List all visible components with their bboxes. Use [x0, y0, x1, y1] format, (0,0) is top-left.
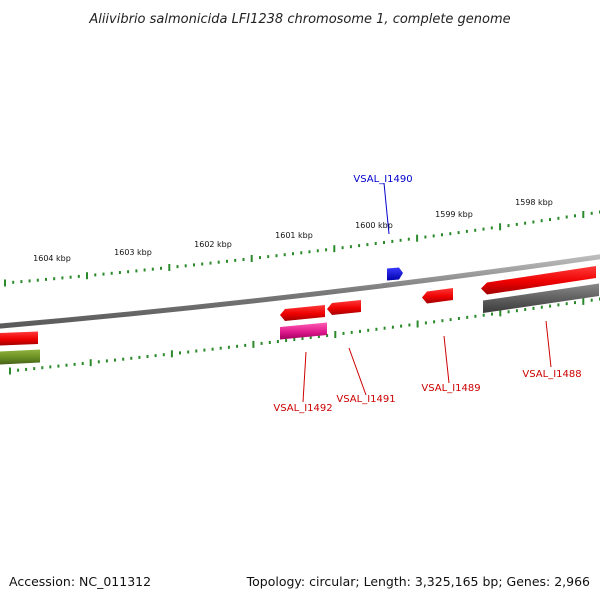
leader-line-vsal-i1491 — [348, 347, 367, 396]
label-vsal-i1489: VSAL_I1489 — [421, 383, 480, 394]
gene-vsal-i1491[interactable] — [327, 300, 361, 315]
scale-label-1603: 1603 kbp — [114, 248, 152, 257]
accession-text: Accession: NC_011312 — [9, 574, 151, 589]
scale-label-1598: 1598 kbp — [515, 198, 553, 207]
leader-line-vsal-i1489 — [443, 335, 450, 384]
gene-vsal-i1489[interactable] — [422, 288, 453, 304]
leader-line-vsal-i1490 — [383, 182, 390, 235]
scale-label-1602: 1602 kbp — [194, 240, 232, 249]
leader-line-vsal-i1488 — [545, 320, 552, 368]
chromosome-backbone — [0, 254, 600, 329]
scale-label-1604: 1604 kbp — [33, 254, 71, 263]
label-vsal-i1492: VSAL_I1492 — [273, 403, 332, 414]
gene-left-edge[interactable] — [0, 331, 38, 346]
features — [0, 266, 599, 365]
scale-label-1599: 1599 kbp — [435, 210, 473, 219]
label-vsal-i1490: VSAL_I1490 — [353, 174, 412, 185]
gene-labels: VSAL_I1490 VSAL_I1492 VSAL_I1491 VSAL_I1… — [273, 174, 581, 414]
gene-vsal-i1490[interactable] — [387, 267, 403, 281]
inner-tick-ring — [9, 297, 600, 375]
leader-line-vsal-i1492 — [302, 351, 307, 403]
label-vsal-i1491: VSAL_I1491 — [336, 394, 395, 405]
gene-vsal-i1492[interactable] — [280, 305, 325, 321]
magenta-feature[interactable] — [280, 322, 327, 340]
outer-tick-ring — [4, 210, 600, 287]
grey-feature[interactable] — [483, 283, 599, 314]
scale-labels: 1604 kbp 1603 kbp 1602 kbp 1601 kbp 1600… — [33, 198, 553, 263]
scale-label-1600: 1600 kbp — [355, 221, 393, 230]
scale-label-1601: 1601 kbp — [275, 231, 313, 240]
label-vsal-i1488: VSAL_I1488 — [522, 369, 581, 380]
gene-vsal-i1488[interactable] — [481, 266, 596, 295]
genome-summary-text: Topology: circular; Length: 3,325,165 bp… — [246, 574, 590, 589]
olive-feature[interactable] — [0, 349, 40, 365]
map-title: Aliivibrio salmonicida LFI1238 chromosom… — [88, 12, 510, 27]
